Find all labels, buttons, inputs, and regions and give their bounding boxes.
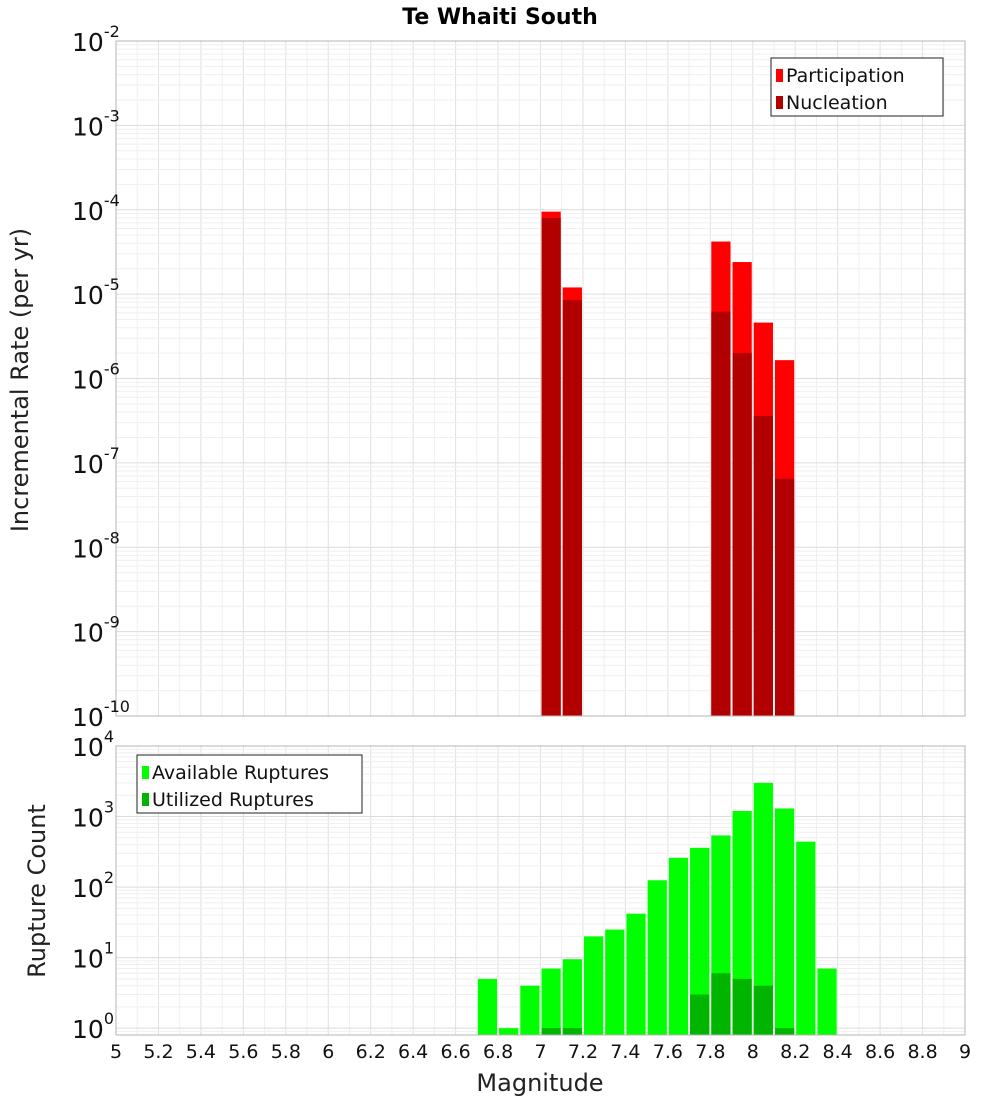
count-bar-0-16 — [817, 968, 837, 1035]
count-bar-1-4 — [732, 978, 752, 1035]
x-tick-label: 8 — [747, 1041, 759, 1063]
count-legend-label-0: Available Ruptures — [152, 762, 329, 784]
count-bar-0-2 — [520, 985, 540, 1035]
x-tick-label: 7.4 — [610, 1041, 640, 1063]
count-panel: 100 101 102 103 104 Available Ruptures Utilize… — [72, 727, 966, 1044]
rate-y-tick-label: 10-2 — [72, 22, 120, 57]
x-tick-label: 5.4 — [186, 1041, 216, 1063]
count-bar-0-7 — [626, 913, 646, 1035]
x-tick-label: 7.8 — [695, 1041, 725, 1063]
count-bar-0-9 — [668, 857, 689, 1035]
count-series-1 — [541, 973, 795, 1035]
count-bar-1-2 — [690, 994, 710, 1035]
x-tick-label: 6.6 — [440, 1041, 470, 1063]
count-bar-0-3 — [541, 968, 561, 1035]
x-tick-label: 8.2 — [780, 1041, 810, 1063]
top-y-axis-label: Incremental Rate (per yr) — [6, 228, 34, 532]
count-bar-0-1 — [499, 1028, 519, 1035]
x-tick-label: 6 — [322, 1041, 334, 1063]
rate-legend: Participation Nucleation — [770, 57, 944, 117]
rate-y-tick-label: 10-9 — [72, 613, 120, 648]
rate-bar-1-5 — [774, 478, 795, 716]
x-tick-labels: 5 5.2 5.4 5.6 5.8 6 6.2 6.4 6.6 6.8 7 7.2 7.4 7.6 7.8 8… — [110, 1041, 971, 1063]
rate-legend-box — [770, 57, 944, 117]
x-tick-label: 5.8 — [271, 1041, 301, 1063]
rate-y-tick-label: 10-10 — [72, 697, 130, 732]
count-bar-0-8 — [647, 880, 667, 1035]
count-bar-0-10 — [690, 847, 710, 1035]
count-legend: Available Ruptures Utilized Ruptures — [136, 754, 363, 814]
count-legend-swatch-0 — [142, 766, 149, 779]
rate-legend-label-0: Participation — [786, 65, 905, 87]
rate-y-tick-label: 10-3 — [72, 106, 120, 141]
bottom-y-axis-label: Rupture Count — [23, 804, 51, 978]
count-y-tick-label: 104 — [72, 727, 114, 762]
rate-bar-1-2 — [711, 311, 731, 716]
chart-title: Te Whaiti South — [402, 5, 598, 30]
count-bar-1-6 — [774, 1028, 795, 1035]
x-tick-label: 7.2 — [568, 1041, 598, 1063]
x-tick-label: 8.6 — [865, 1041, 895, 1063]
x-tick-label: 6.4 — [398, 1041, 428, 1063]
count-legend-swatch-1 — [142, 793, 149, 806]
x-tick-label: 8.4 — [823, 1041, 853, 1063]
count-bar-1-1 — [562, 1028, 582, 1035]
rate-bar-1-0 — [541, 217, 561, 716]
rate-plot-border — [115, 40, 966, 717]
rate-y-tick-label: 10-5 — [72, 275, 120, 310]
x-tick-label: 5.6 — [228, 1041, 258, 1063]
rate-bar-1-4 — [753, 415, 773, 716]
x-tick-label: 5.2 — [143, 1041, 173, 1063]
x-tick-label: 7 — [534, 1041, 546, 1063]
count-legend-label-1: Utilized Ruptures — [152, 789, 314, 811]
count-plot-border — [115, 745, 966, 1036]
x-tick-label: 9 — [959, 1041, 971, 1063]
rate-legend-label-1: Nucleation — [786, 92, 888, 114]
x-tick-label: 5 — [110, 1041, 122, 1063]
count-bar-0-14 — [774, 808, 795, 1035]
count-bar-1-3 — [711, 973, 731, 1035]
rate-bar-1-3 — [732, 353, 752, 716]
count-bar-0-13 — [753, 782, 773, 1035]
count-bar-0-15 — [796, 841, 816, 1035]
count-bar-1-5 — [753, 985, 773, 1035]
count-y-tick-label: 102 — [72, 868, 114, 903]
x-tick-label: 6.8 — [483, 1041, 513, 1063]
count-bar-0-0 — [477, 978, 498, 1035]
count-bar-1-0 — [541, 1028, 561, 1035]
count-bar-0-6 — [605, 929, 625, 1035]
x-tick-label: 8.8 — [907, 1041, 937, 1063]
count-y-tick-label: 103 — [72, 798, 114, 833]
count-y-tick-label: 100 — [72, 1009, 114, 1044]
rate-y-tick-label: 10-8 — [72, 528, 120, 563]
x-tick-label: 7.6 — [653, 1041, 683, 1063]
count-bar-0-4 — [562, 959, 582, 1035]
rate-panel: 10-10 10-9 10-8 10-7 10-6 10-5 10-4 10-3 10-2 Par… — [72, 22, 966, 732]
rate-y-tick-label: 10-7 — [72, 444, 120, 479]
x-axis-label: Magnitude — [476, 1069, 603, 1097]
count-bar-0-5 — [583, 936, 604, 1035]
rate-legend-swatch-1 — [776, 96, 783, 109]
rate-bar-1-1 — [562, 300, 582, 716]
count-y-tick-label: 101 — [72, 939, 114, 974]
rate-series-1 — [541, 217, 795, 716]
x-tick-label: 6.2 — [356, 1041, 386, 1063]
rate-legend-swatch-0 — [776, 69, 783, 82]
rate-y-tick-label: 10-6 — [72, 360, 120, 395]
count-legend-box — [136, 754, 363, 814]
rate-y-tick-label: 10-4 — [72, 191, 120, 226]
